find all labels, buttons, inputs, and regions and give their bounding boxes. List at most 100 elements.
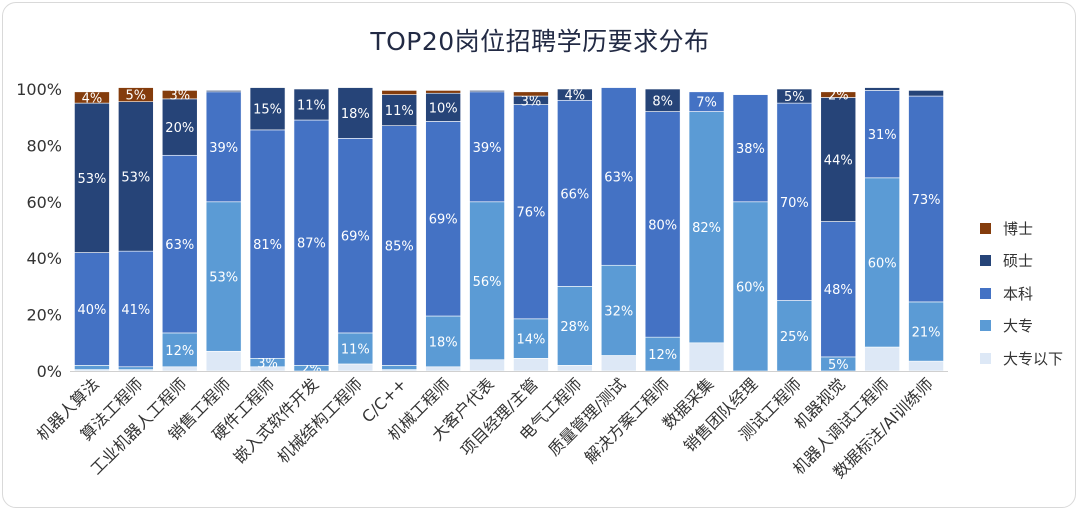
bar-segment (513, 358, 549, 372)
bar-segment (293, 88, 330, 121)
bar-segment (425, 92, 461, 122)
data-label: 5% (784, 90, 805, 105)
data-label: 3% (169, 89, 190, 104)
data-label: 5% (126, 89, 147, 104)
legend-swatch (980, 320, 991, 332)
data-label: 60% (736, 280, 765, 295)
bar-segment (425, 366, 461, 372)
bar-segment (74, 102, 110, 253)
data-label: 48% (824, 283, 853, 298)
data-label: 25% (780, 330, 809, 345)
data-label: 8% (652, 94, 673, 109)
data-label: 2% (301, 362, 322, 377)
bar-segment (864, 90, 900, 179)
bar-segment (513, 91, 549, 97)
data-label: 39% (473, 141, 502, 156)
y-tick-label: 60% (26, 193, 62, 212)
legend-item: 大专 (980, 310, 1063, 343)
data-label: 63% (604, 170, 633, 185)
data-label: 12% (648, 348, 677, 363)
data-label: 15% (253, 103, 282, 118)
bar-segment (161, 90, 198, 100)
y-tick-label: 40% (26, 249, 62, 268)
legend-label: 硕士 (1003, 252, 1034, 271)
data-label: 21% (912, 326, 941, 341)
data-label: 7% (696, 96, 717, 111)
legend-label: 大专 (1003, 317, 1034, 336)
bar-segment (337, 138, 374, 334)
bar-segment (205, 91, 242, 203)
data-label: 87% (297, 237, 326, 252)
data-label: 2% (828, 89, 849, 104)
bar-segment (908, 90, 944, 97)
bar-segment (600, 264, 637, 356)
bar-segment (425, 90, 461, 94)
data-label: 5% (828, 358, 849, 373)
data-label: 11% (385, 104, 414, 119)
data-label: 31% (868, 128, 897, 143)
bar-segment (908, 360, 944, 372)
data-label: 4% (565, 89, 586, 104)
bar-segment (688, 342, 725, 372)
data-label: 38% (736, 142, 765, 157)
data-label: 4% (82, 91, 103, 106)
data-label: 18% (429, 335, 458, 350)
bar-segment (732, 201, 769, 372)
bar-segment (161, 98, 198, 156)
y-tick-label: 0% (37, 362, 62, 381)
bar-segment (74, 365, 110, 370)
bar-segment (820, 221, 857, 358)
bar-segment (425, 121, 461, 317)
data-label: 82% (692, 221, 721, 236)
bar-segment (381, 90, 418, 95)
bar-segment (74, 252, 110, 366)
bar-segment (644, 88, 681, 112)
bar-segment (469, 90, 505, 93)
bar-segment (820, 97, 857, 222)
bar-segment (425, 315, 461, 368)
bar-segment (513, 318, 549, 359)
legend-item: 本科 (980, 277, 1063, 310)
data-label: 70% (780, 196, 809, 211)
data-label: 3% (257, 357, 278, 372)
bar-segment (74, 91, 110, 104)
bar-segment (600, 87, 637, 266)
bar-segment (249, 129, 286, 359)
data-label: 11% (341, 342, 370, 357)
data-label: 18% (341, 107, 370, 122)
bar-segment (337, 332, 374, 365)
bar-segment (293, 119, 330, 366)
data-label: 44% (824, 154, 853, 169)
bar-segment (381, 365, 418, 370)
data-label: 32% (604, 304, 633, 319)
bar-segment (469, 91, 505, 203)
data-label: 85% (385, 240, 414, 255)
bar-segment (776, 102, 813, 301)
data-label: 53% (77, 172, 106, 187)
bar-segment (118, 87, 154, 102)
bar-segment (337, 363, 374, 372)
y-tick-label: 80% (26, 136, 62, 155)
legend-swatch (980, 255, 991, 267)
data-label: 20% (165, 121, 194, 136)
chart-title: TOP20岗位招聘学历要求分布 (370, 27, 710, 56)
bar-segment (688, 91, 725, 112)
legend-item: 硕士 (980, 245, 1063, 278)
y-tick-label: 100% (16, 80, 62, 99)
legend-swatch (980, 352, 991, 364)
data-label: 28% (560, 320, 589, 335)
bar-segment (161, 332, 198, 368)
data-label: 73% (912, 193, 941, 208)
data-label: 56% (473, 275, 502, 290)
legend-label: 大专以下 (1003, 349, 1064, 368)
bar-segment (118, 250, 154, 368)
legend-swatch (980, 287, 991, 299)
chart-legend: 博士硕士本科大专大专以下 (980, 212, 1063, 375)
legend-label: 博士 (1003, 219, 1034, 238)
bar-segment (644, 111, 681, 338)
data-label: 3% (521, 94, 542, 109)
data-label: 40% (77, 303, 106, 318)
bar-segment (557, 99, 593, 287)
data-label: 80% (648, 218, 677, 233)
legend-item: 博士 (980, 212, 1063, 245)
